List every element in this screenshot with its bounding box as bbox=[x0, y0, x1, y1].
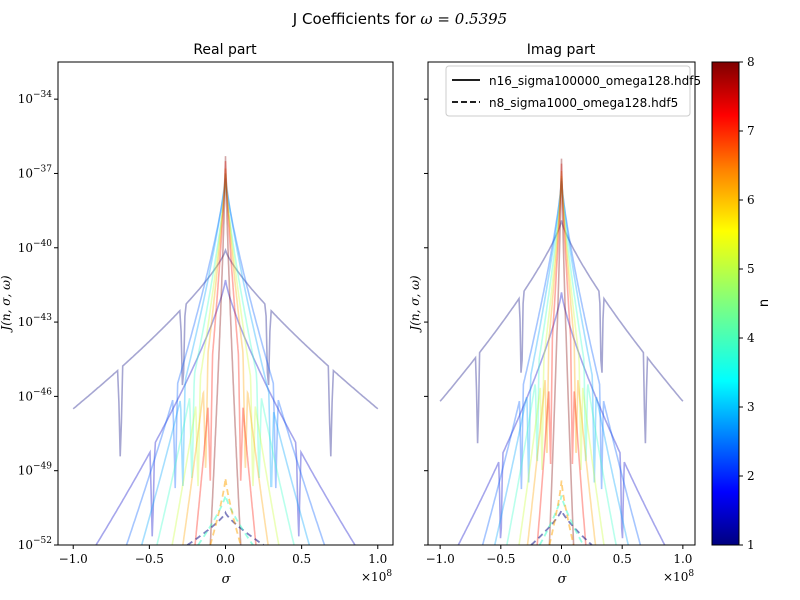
x-tick-label: −1.0 bbox=[426, 552, 455, 566]
legend: n16_sigma100000_omega128.hdf5 n8_sigma10… bbox=[445, 65, 701, 117]
real-part-x-offset: ×108 bbox=[361, 569, 392, 584]
imag-part-xlabel: σ bbox=[558, 572, 568, 587]
imag-part-ticks: −1.0 −0.5 0.0 0.5 1.0 bbox=[424, 98, 692, 566]
y-tick-label: 10−49 bbox=[18, 462, 53, 478]
colorbar-ticks: 1 2 3 4 5 6 7 8 bbox=[739, 55, 755, 552]
colorbar-tick-label: 7 bbox=[747, 124, 755, 138]
x-tick-label: −0.5 bbox=[486, 552, 515, 566]
y-tick-label: 10−46 bbox=[18, 387, 53, 403]
colorbar-tick-label: 6 bbox=[747, 193, 755, 207]
series-line bbox=[156, 180, 295, 545]
colorbar bbox=[711, 61, 740, 546]
colorbar-tick-label: 3 bbox=[747, 400, 755, 414]
series-line bbox=[518, 175, 605, 545]
series-line bbox=[171, 173, 280, 545]
series-line bbox=[536, 163, 587, 545]
imag-part-axes-frame bbox=[427, 61, 696, 546]
legend-entry-n8: n8_sigma1000_omega128.hdf5 bbox=[489, 96, 678, 110]
x-tick-label: −0.5 bbox=[135, 552, 164, 566]
x-tick-label: −1.0 bbox=[59, 552, 88, 566]
series-line bbox=[538, 495, 585, 545]
series-line bbox=[209, 156, 242, 545]
legend-box bbox=[445, 65, 691, 117]
series-line bbox=[548, 158, 575, 545]
series-line bbox=[506, 180, 617, 545]
imag-part-curves bbox=[439, 158, 684, 545]
colorbar-tick-label: 4 bbox=[747, 331, 755, 345]
series-line bbox=[457, 292, 666, 545]
series-line bbox=[194, 161, 257, 545]
colorbar-label: n bbox=[757, 299, 772, 307]
colorbar-tick-label: 8 bbox=[747, 55, 755, 69]
x-tick-label: 0.0 bbox=[552, 552, 571, 566]
series-line bbox=[530, 507, 593, 545]
series-line bbox=[494, 178, 630, 545]
series-line bbox=[72, 247, 379, 457]
x-tick-label: 1.0 bbox=[368, 552, 387, 566]
series-line bbox=[95, 279, 356, 545]
y-tick-label: 10−37 bbox=[18, 164, 53, 180]
series-line bbox=[125, 178, 326, 545]
x-tick-label: 0.5 bbox=[292, 552, 311, 566]
y-tick-label: 10−52 bbox=[18, 536, 52, 552]
x-tick-label: 1.0 bbox=[673, 552, 692, 566]
colorbar-tick-label: 1 bbox=[747, 538, 755, 552]
colorbar-tick-label: 5 bbox=[747, 262, 755, 276]
series-line bbox=[481, 180, 642, 545]
real-part-title: Real part bbox=[193, 42, 257, 58]
imag-part-title: Imag part bbox=[527, 42, 596, 58]
series-line bbox=[186, 510, 265, 545]
series-line bbox=[141, 173, 311, 545]
series-line bbox=[182, 168, 269, 545]
real-part-ylabel: J(n, σ, ω) bbox=[0, 275, 13, 333]
y-tick-label: 10−40 bbox=[18, 239, 53, 255]
x-tick-label: 0.5 bbox=[613, 552, 632, 566]
series-line bbox=[439, 220, 684, 444]
real-part-curves bbox=[72, 156, 379, 545]
y-tick-label: 10−34 bbox=[18, 90, 53, 106]
imag-part-ylabel: J(n, σ, ω) bbox=[408, 275, 422, 333]
x-tick-label: 0.0 bbox=[216, 552, 235, 566]
real-part-ticks: −1.0 −0.5 0.0 0.5 1.0 10−52 10−49 10−46 10−43 10−… bbox=[18, 90, 388, 566]
real-part-axes-frame bbox=[57, 61, 394, 546]
series-line bbox=[197, 495, 254, 545]
y-tick-label: 10−43 bbox=[18, 313, 53, 329]
colorbar-tick-label: 2 bbox=[747, 469, 755, 483]
imag-part-x-offset: ×108 bbox=[663, 569, 694, 584]
series-line bbox=[526, 170, 597, 545]
figure-suptitle: J Coefficients for ω = 0.5395 bbox=[292, 10, 507, 28]
legend-entry-n16: n16_sigma100000_omega128.hdf5 bbox=[489, 74, 701, 88]
real-part-xlabel: σ bbox=[222, 572, 232, 587]
series-line bbox=[548, 480, 575, 545]
